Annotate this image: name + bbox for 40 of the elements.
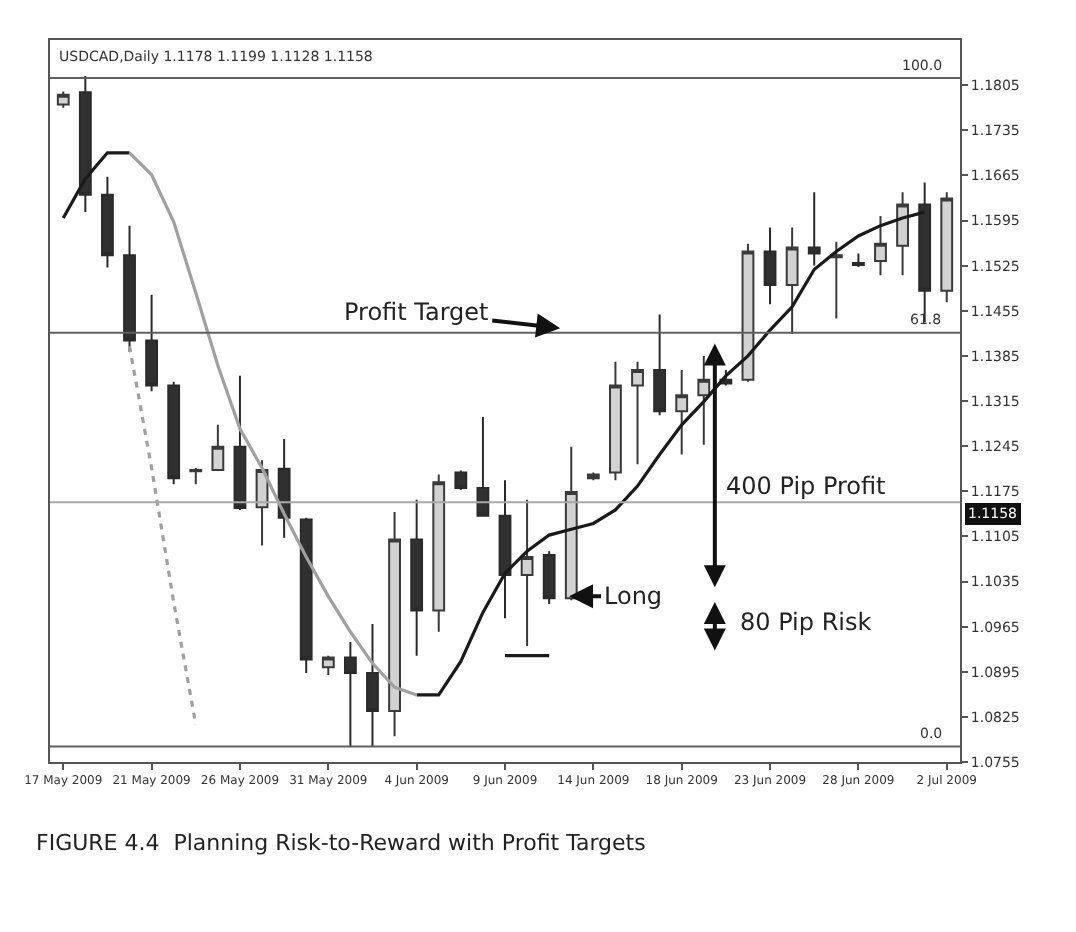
candlestick: [763, 226, 777, 306]
annotation: 80 Pip Risk: [740, 608, 872, 636]
candlestick: [785, 226, 799, 335]
candlestick: [653, 313, 667, 417]
candlestick: [874, 214, 887, 277]
candlestick: [366, 623, 379, 748]
candlestick: [697, 354, 711, 446]
annotation: Profit Target: [344, 298, 490, 326]
candlestick: [542, 550, 556, 606]
candlestick: [432, 473, 446, 633]
candlestick: [233, 374, 247, 511]
candlestick: [520, 498, 534, 647]
candlestick: [321, 654, 335, 676]
candlestick: [807, 191, 821, 267]
annotation: 400 Pip Profit: [726, 472, 887, 500]
candlestick: [476, 416, 490, 517]
candlestick: [299, 516, 313, 675]
candlestick: [56, 90, 70, 109]
candlestick: [851, 252, 865, 268]
candlestick: [586, 471, 600, 482]
candlestick: [564, 445, 578, 602]
candlestick: [896, 191, 909, 277]
annotation: Long: [604, 582, 663, 610]
candlestick: [145, 293, 159, 393]
candlestick: [101, 175, 114, 269]
candlestick: [631, 360, 644, 466]
candlestick: [211, 423, 225, 471]
candlestick: [189, 467, 203, 486]
caption: FIGURE 4.4 Planning Risk-to-Reward with Profit Targets: [36, 830, 647, 856]
candlestick: [410, 498, 424, 657]
candlestick: [829, 240, 843, 320]
candlestick: [675, 369, 689, 456]
candlestick: [388, 510, 401, 738]
candlestick: [78, 75, 92, 214]
candlestick: [454, 469, 468, 491]
candlestick: [940, 191, 954, 304]
candlestick: [167, 380, 181, 486]
candlestick: [498, 479, 512, 620]
candlestick: [609, 360, 622, 482]
candlestick: [343, 641, 357, 748]
